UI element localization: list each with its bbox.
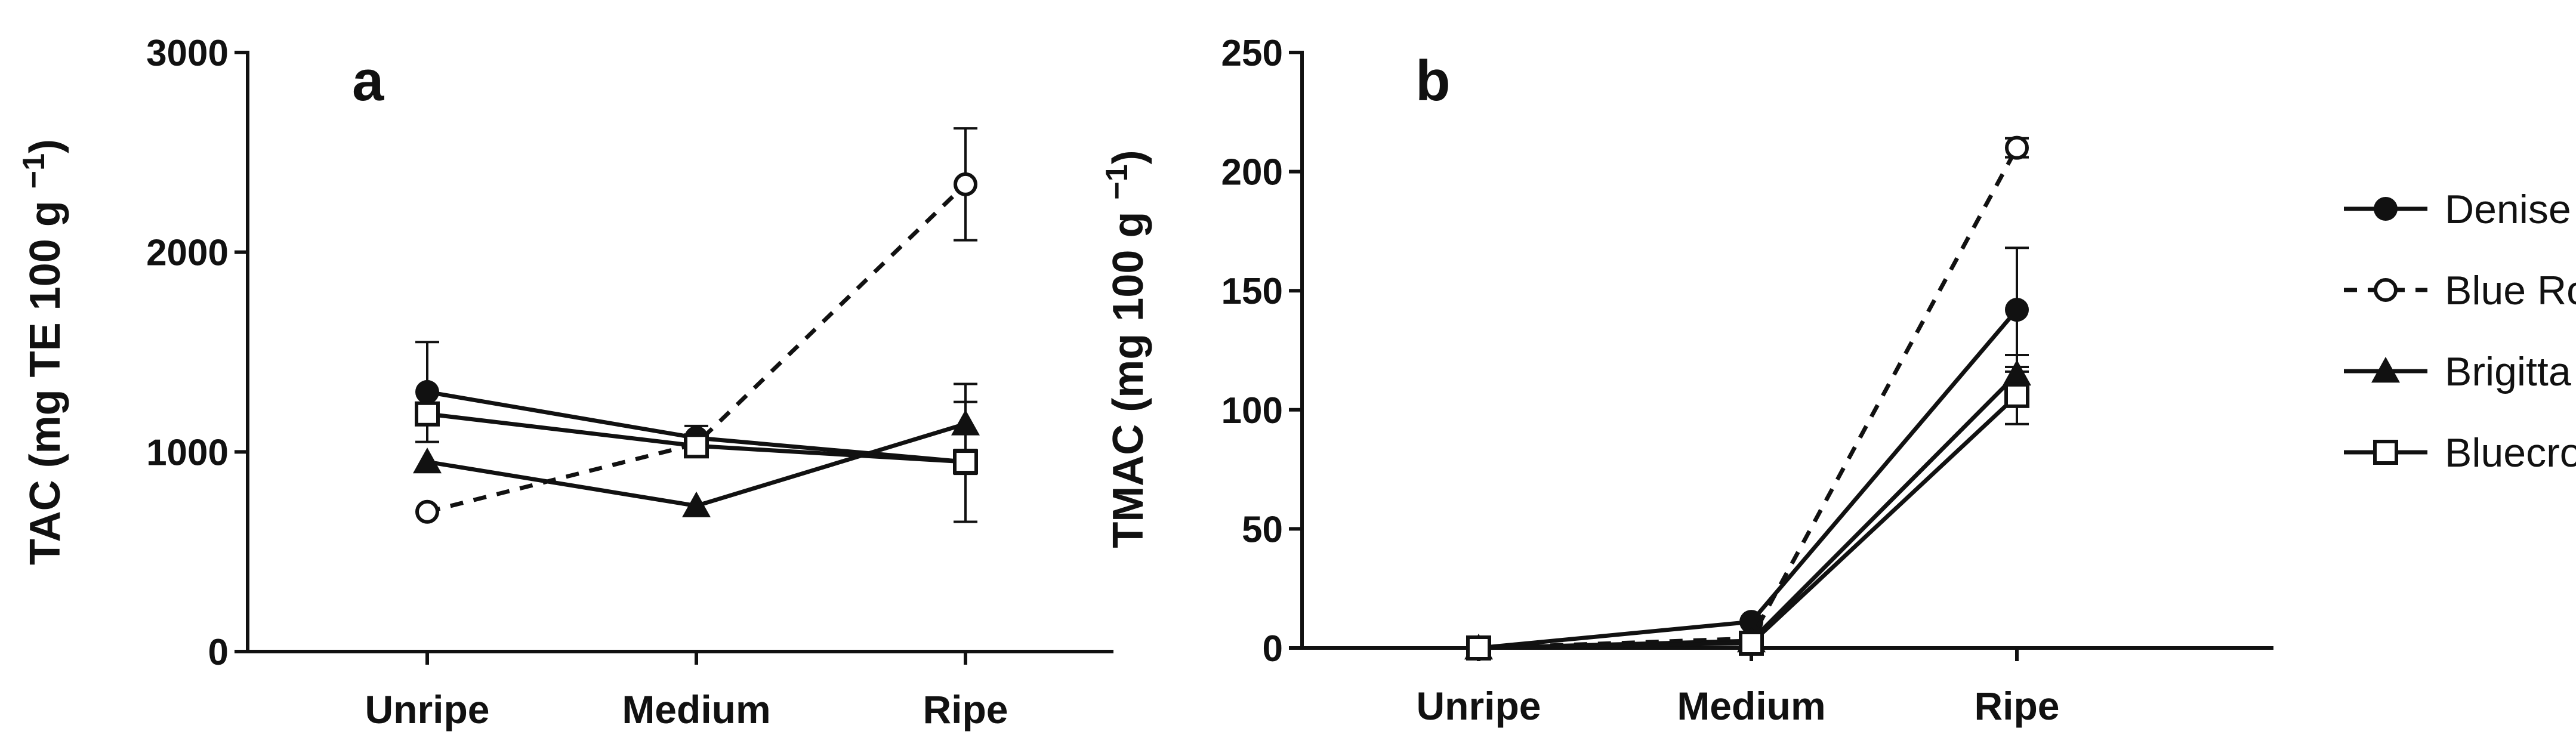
panel-b-point-bluecrop — [1739, 631, 1764, 656]
panel-b-line-bluecrop — [1478, 394, 2019, 650]
panel-b-y-tick-label: 50 — [1242, 509, 1283, 550]
panel-a-point-blue-rose — [954, 172, 977, 196]
panel-b-line-brigitta — [1478, 372, 2019, 650]
panel-a-y-tick-label: 0 — [208, 632, 229, 673]
panel-b-series-denise — [1467, 246, 2029, 660]
panel-a-series-blue-rose — [415, 127, 977, 524]
panel-a-y-tick-label: 3000 — [146, 33, 229, 74]
panel-a-point-bluecrop — [415, 401, 440, 427]
panel-a-y-axis-title-sup: −1 — [17, 153, 51, 189]
legend-item-blue-rose: Blue Rose — [2344, 268, 2576, 313]
panel-b-x-tick-label-ripe: Ripe — [1974, 684, 2059, 728]
legend-label-bluecrop: Bluecrop — [2445, 430, 2576, 476]
panel-a-series-bluecrop — [415, 400, 978, 523]
panel-a-y-axis-title-end: ) — [21, 139, 69, 153]
legend-marker-denise — [2374, 197, 2398, 221]
chart-panel-a: 0 1000 2000 3000 Unripe Medium Ripe TAC (mg TE … — [17, 33, 1113, 732]
legend-label-blue-rose: Blue Rose — [2445, 268, 2576, 313]
legend-item-bluecrop: Bluecrop — [2344, 430, 2576, 476]
panel-a-x-tick-label-unripe: Unripe — [365, 687, 489, 732]
legend: Denise Blue Rose Brigitta Bluecrop — [2344, 187, 2576, 476]
panel-b-line-denise — [1478, 308, 2019, 650]
panel-b-x-tick-label-medium: Medium — [1677, 684, 1825, 728]
panel-b-point-bluecrop — [1466, 635, 1491, 661]
panel-b-y-tick-label: 100 — [1221, 390, 1283, 431]
legend-marker-bluecrop — [2373, 440, 2398, 465]
panel-b-point-blue-rose — [2005, 135, 2029, 160]
panel-b-series-blue-rose — [1467, 135, 2029, 660]
panel-b-y-axis-title: TMAC (mg 100 g −1) — [1100, 150, 1152, 548]
panel-a-y-axis-title-main: TAC (mg TE 100 g — [21, 189, 69, 565]
panel-b-y-tick-label: 200 — [1221, 152, 1283, 193]
panel-b-y-axis-title-end: ) — [1105, 150, 1152, 164]
legend-label-denise: Denise — [2445, 187, 2571, 232]
panel-a-point-denise — [415, 379, 439, 404]
panel-a-x-tick-label-medium: Medium — [622, 687, 770, 732]
panel-b-x-tick-label-unripe: Unripe — [1416, 684, 1541, 728]
panel-b-y-tick-label: 0 — [1263, 628, 1283, 669]
panel-b-label: b — [1415, 49, 1451, 113]
chart-panel-b: 0 50 100 150 200 250 Unripe Medium Ripe TMAC (mg … — [1100, 33, 2273, 728]
panel-a-point-bluecrop — [953, 449, 978, 475]
panel-a-point-brigitta — [682, 491, 711, 517]
panel-b-y-axis-title-main: TMAC (mg 100 g — [1105, 200, 1152, 548]
panel-b-point-bluecrop — [2004, 382, 2029, 408]
legend-item-denise: Denise — [2344, 187, 2571, 232]
legend-marker-blue-rose — [2374, 278, 2398, 302]
panel-b-series-bluecrop — [1466, 365, 2029, 661]
legend-label-brigitta: Brigitta — [2445, 349, 2571, 394]
panel-a-point-brigitta — [413, 448, 442, 474]
panel-a-y-tick-label: 1000 — [146, 432, 229, 473]
panel-a-point-bluecrop — [684, 433, 709, 459]
panel-b-y-axis-title-sup: −1 — [1100, 164, 1134, 199]
panel-a-label: a — [352, 49, 384, 113]
panel-b-point-denise — [2005, 298, 2029, 322]
panel-a-x-tick-label-ripe: Ripe — [923, 687, 1008, 732]
panel-a-y-tick-label: 2000 — [146, 233, 229, 274]
panel-b-y-tick-label: 150 — [1221, 271, 1283, 312]
panel-b-line-blue-rose — [1478, 147, 2019, 650]
panel-a-y-axis-title: TAC (mg TE 100 g −1) — [17, 139, 69, 565]
legend-item-brigitta: Brigitta — [2344, 349, 2571, 394]
panel-a-line-blue-rose — [427, 183, 967, 514]
panel-b-y-tick-label: 250 — [1221, 33, 1283, 74]
legend-marker-brigitta — [2371, 357, 2400, 383]
panel-b-point-denise — [1739, 610, 1763, 634]
panel-a-point-blue-rose — [415, 499, 439, 524]
